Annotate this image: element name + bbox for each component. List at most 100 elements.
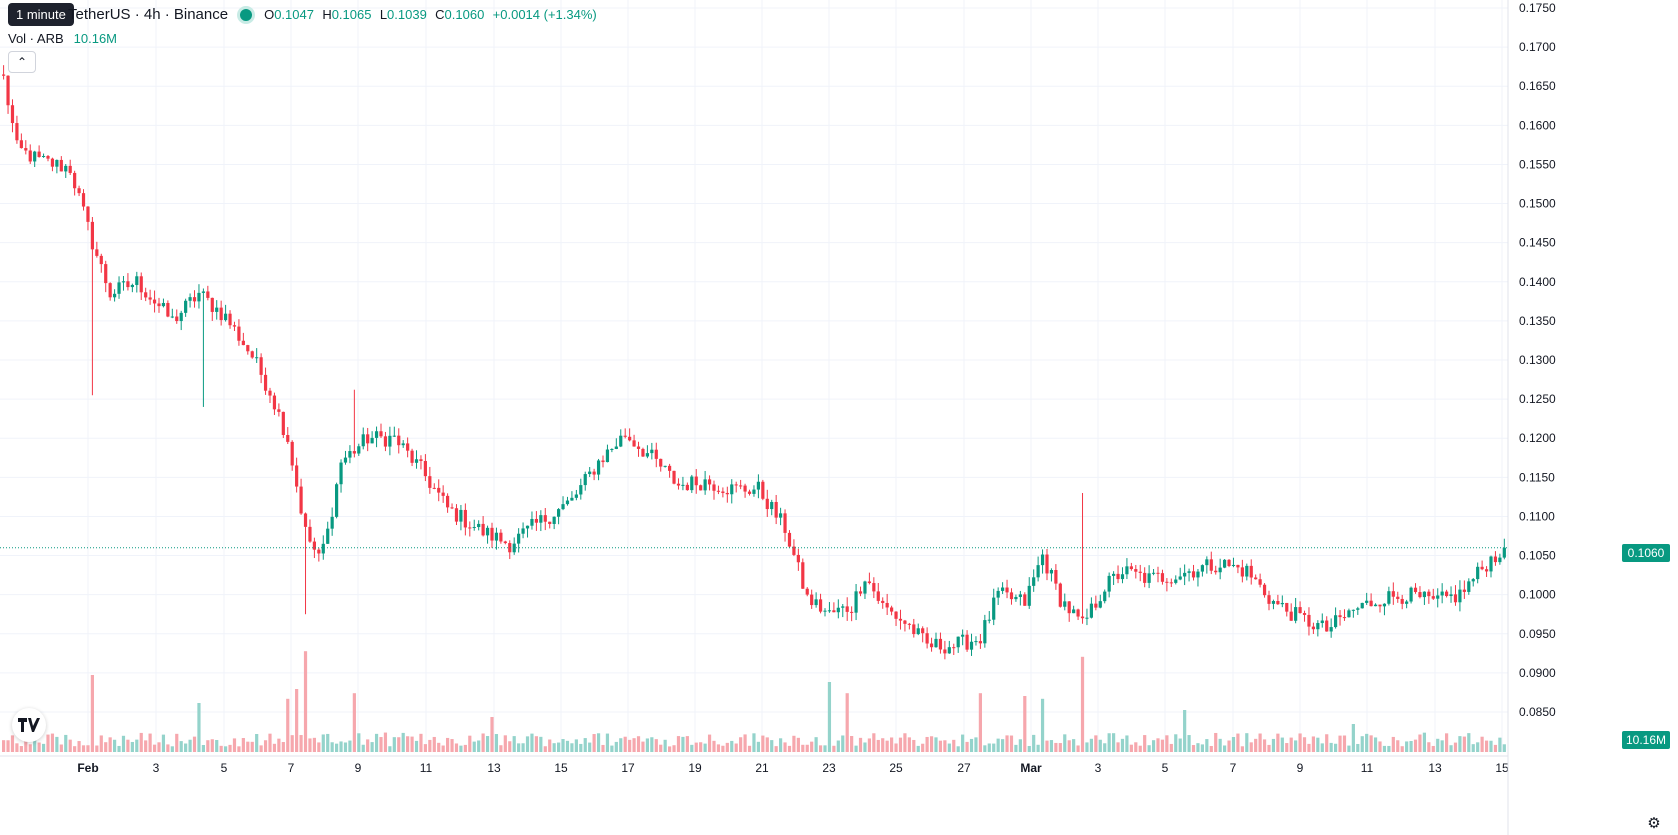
symbol-title[interactable]: TetherUS · 4h · Binance [68,6,229,23]
candle-body [1294,607,1298,621]
volume-bar [1183,710,1187,752]
candle-body [152,299,157,304]
volume-bar [423,744,427,752]
candle-body [1307,614,1311,627]
candle-body [588,471,592,475]
candle-body [956,636,960,648]
volume-bar [832,745,836,752]
volume-bar [707,734,712,752]
candle-body [1387,591,1391,604]
candle-body [428,476,432,488]
volume-bar [1484,740,1489,752]
candle-body [996,590,1000,598]
volume-bar [6,740,10,752]
volume-bar [1276,733,1280,752]
volume-bar [1236,733,1240,752]
volume-bar [1436,738,1440,752]
volume-bar [650,737,654,752]
candle-body [1365,600,1369,603]
candle-body [952,647,956,649]
volume-bar [237,746,241,752]
volume-bar [934,737,938,752]
volume-bar [561,739,565,752]
volume-bar [366,739,370,752]
candle-body [1116,573,1120,580]
volume-bar [1023,696,1027,752]
candle-body [796,554,800,563]
candle-body [619,435,623,447]
volume-bar [1076,745,1080,752]
candle-body [1200,565,1204,572]
collapse-legend-button[interactable]: ⌃ [8,51,36,73]
candle-body [1458,589,1462,603]
volume-bar [121,735,126,752]
candle-body [117,282,121,294]
candle-body [1183,572,1187,577]
candle-body [650,449,654,454]
volume-bar [929,736,934,752]
volume-bar [281,742,285,752]
candle-body [1227,559,1231,567]
volume-bar [24,734,28,752]
candle-body [508,543,512,553]
gear-icon: ⚙ [1647,815,1661,832]
candle-body [725,492,729,495]
volume-bar [1080,656,1085,752]
candle-body [1187,571,1191,573]
volume-bar [81,745,86,752]
volume-bar [1103,743,1107,752]
volume-bar [570,743,574,752]
volume-bar [588,742,592,752]
candle-body [303,513,308,527]
volume-bar [77,741,81,752]
tradingview-logo-icon[interactable] [12,708,46,742]
candle-body [343,457,348,463]
volume-bar [1391,736,1395,752]
candle-body [1382,603,1387,607]
volume-bar [210,739,214,752]
candle-body [641,448,645,457]
candle-body [1249,565,1253,578]
volume-bar [406,736,410,752]
volume-bar [987,743,991,752]
volume-bar [938,740,943,752]
candle-body [357,446,361,454]
candle-body [1107,575,1111,592]
time-tick-label: 17 [621,761,635,775]
candle-body [1085,617,1089,619]
volume-bar [157,742,161,752]
time-tick-label: 25 [889,761,903,775]
candle-body [59,159,63,172]
candle-body [707,479,712,485]
high-value: 0.1065 [331,7,372,22]
candle-body [1196,571,1200,578]
volume-label[interactable]: Vol · ARB [8,31,64,46]
candle-body [179,312,183,322]
candle-body [437,487,441,493]
volume-bar [1413,739,1418,752]
candle-body [601,460,605,463]
volume-bar [628,739,632,752]
volume-bar [1014,744,1018,752]
volume-bar [241,738,245,752]
candle-body [166,302,170,317]
candle-body [841,606,845,608]
candle-body [610,448,614,450]
chart-settings-button[interactable]: ⚙ [1644,813,1664,833]
close-value: 0.1060 [444,7,485,22]
volume-bar [1032,734,1036,752]
candle-body [197,292,201,302]
candle-body [1023,594,1027,606]
volume-bar [721,745,725,752]
volume-bar [810,741,814,752]
candle-body [907,623,911,625]
candle-body [1453,594,1458,603]
price-tick-label: 0.1400 [1519,275,1556,289]
candle-body [139,276,143,293]
candle-body [632,440,636,447]
volume-bar [321,734,325,752]
candle-body [1014,596,1018,600]
candle-body [845,606,849,612]
current-volume-label: 10.16M [1622,731,1670,749]
